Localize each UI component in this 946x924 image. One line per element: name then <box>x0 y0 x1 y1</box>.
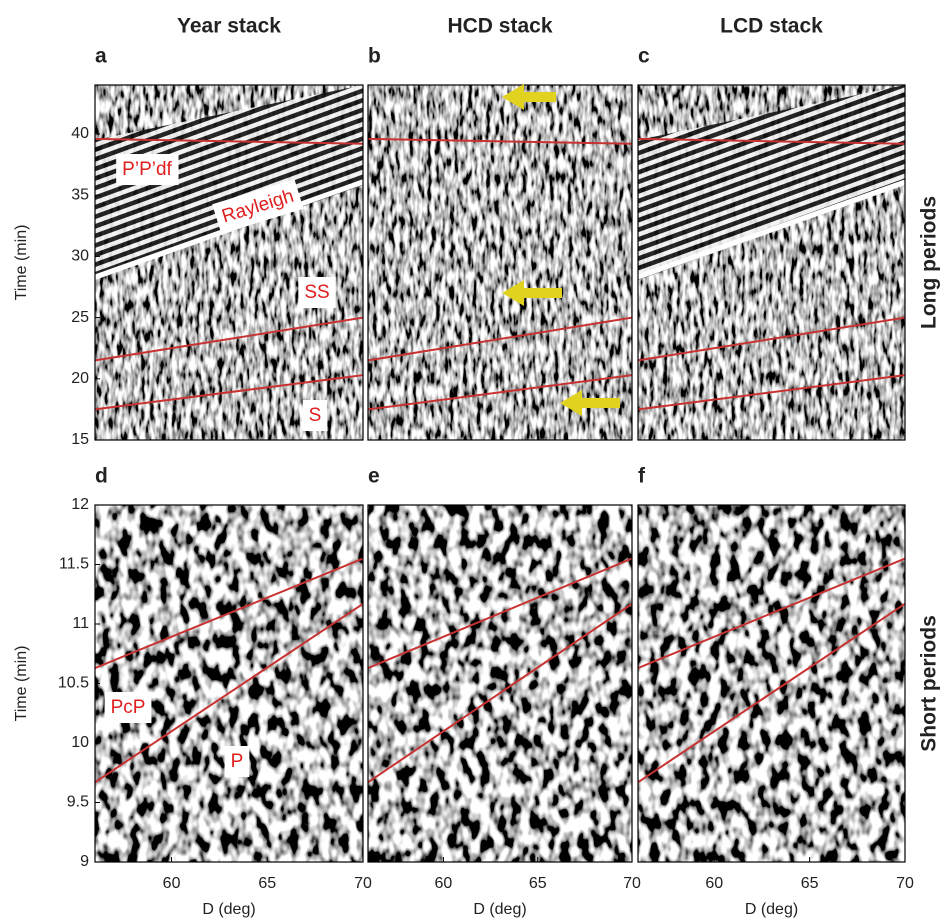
y-tick-label: 30 <box>71 248 89 265</box>
x-tick-label: 60 <box>705 875 723 892</box>
panel-frame <box>637 504 906 863</box>
y-axis-label: Time (min) <box>13 225 30 301</box>
phase-label-box <box>298 277 336 309</box>
travel-time-curve <box>638 137 905 145</box>
seismogram-image <box>368 85 632 440</box>
travel-time-curve <box>368 602 632 784</box>
travel-time-curve <box>95 137 363 145</box>
travel-time-curve <box>95 557 363 669</box>
panel-label: c <box>638 45 650 68</box>
column-title: HCD stack <box>447 15 552 38</box>
travel-time-curve <box>95 602 363 784</box>
phase-label: P <box>224 746 250 778</box>
x-tick-label: 65 <box>258 875 276 892</box>
x-axis-label: D (deg) <box>473 901 526 918</box>
phase-label-box <box>224 746 250 778</box>
plot-area <box>368 85 632 440</box>
plot-area <box>95 85 363 440</box>
x-tick-label: 65 <box>801 875 819 892</box>
row-label: Short periods <box>918 615 941 752</box>
panel-label: b <box>368 45 381 68</box>
phase-label-text: PcP <box>111 697 146 718</box>
phase-label-text: P’P’df <box>122 159 172 180</box>
x-tick-label: 60 <box>435 875 453 892</box>
y-tick-label: 20 <box>71 370 89 387</box>
panel-frame <box>94 84 364 441</box>
plot-area <box>95 505 363 862</box>
phase-label-text: SS <box>304 282 329 303</box>
y-tick-label: 35 <box>71 186 89 203</box>
panel-frame <box>367 84 633 441</box>
x-tick-label: 60 <box>163 875 181 892</box>
column-title: LCD stack <box>720 15 823 38</box>
travel-time-curve <box>95 316 363 362</box>
x-tick-label: 70 <box>623 875 641 892</box>
y-tick-label: 11.5 <box>59 556 89 573</box>
seismogram-image <box>368 505 632 862</box>
phase-label: SS <box>298 277 336 309</box>
phase-label: Rayleigh <box>212 179 304 234</box>
travel-time-curve <box>638 602 905 784</box>
plot-area <box>368 505 632 862</box>
panel-label: e <box>368 465 380 488</box>
travel-time-curve <box>368 374 632 411</box>
y-tick-label: 10 <box>71 734 89 751</box>
arrow <box>502 280 562 306</box>
arrow <box>560 390 620 416</box>
phase-label-box <box>302 400 328 432</box>
phase-label-text: P <box>231 751 244 772</box>
x-tick-label: 65 <box>529 875 547 892</box>
travel-time-curve <box>368 557 632 669</box>
y-tick-label: 10.5 <box>58 675 89 692</box>
phase-label-text: S <box>309 405 322 426</box>
travel-time-curve <box>638 316 905 362</box>
travel-time-curve <box>368 316 632 362</box>
panel-label: a <box>95 45 107 68</box>
travel-time-curve <box>95 374 363 411</box>
panels: 15 20 25 30 35 40 Year stack a Time (min) P’P’df R… <box>13 15 940 919</box>
x-axis-label: D (deg) <box>745 901 798 918</box>
y-tick-label: 11 <box>72 615 89 632</box>
arrow <box>502 84 556 110</box>
travel-time-curve <box>368 137 632 145</box>
x-axis-label: D (deg) <box>202 901 255 918</box>
y-axis-label: Time (min) <box>13 646 30 722</box>
phase-label: S <box>302 400 328 432</box>
phase-label: P’P’df <box>116 154 179 186</box>
plot-area <box>638 85 905 440</box>
phase-label-box <box>116 154 179 186</box>
seismogram-image <box>638 505 905 862</box>
column-title: Year stack <box>177 15 281 38</box>
arrows <box>502 84 620 416</box>
rayleigh-stripes <box>95 85 363 280</box>
travel-time-curve <box>638 557 905 669</box>
rayleigh-stripes <box>638 85 905 280</box>
x-tick-label: 70 <box>896 875 914 892</box>
phase-label-box <box>212 179 304 234</box>
rayleigh-band <box>638 179 905 280</box>
x-tick-label: 70 <box>354 875 372 892</box>
seismogram-image <box>95 505 363 862</box>
travel-time-curve <box>638 374 905 411</box>
y-tick-label: 12 <box>71 496 89 513</box>
panel-frame <box>637 84 906 441</box>
plot-area <box>638 505 905 862</box>
y-tick-label: 15 <box>71 431 89 448</box>
panel-label: d <box>95 465 108 488</box>
panel-label: f <box>638 465 646 488</box>
y-tick-label: 9 <box>80 853 89 870</box>
y-tick-label: 40 <box>71 125 89 142</box>
panel-frame <box>367 504 633 863</box>
row-label: Long periods <box>918 196 941 329</box>
phase-label-box <box>104 692 152 724</box>
y-tick-label: 9.5 <box>67 794 89 811</box>
y-tick-label: 25 <box>71 309 89 326</box>
phase-label: PcP <box>104 692 152 724</box>
